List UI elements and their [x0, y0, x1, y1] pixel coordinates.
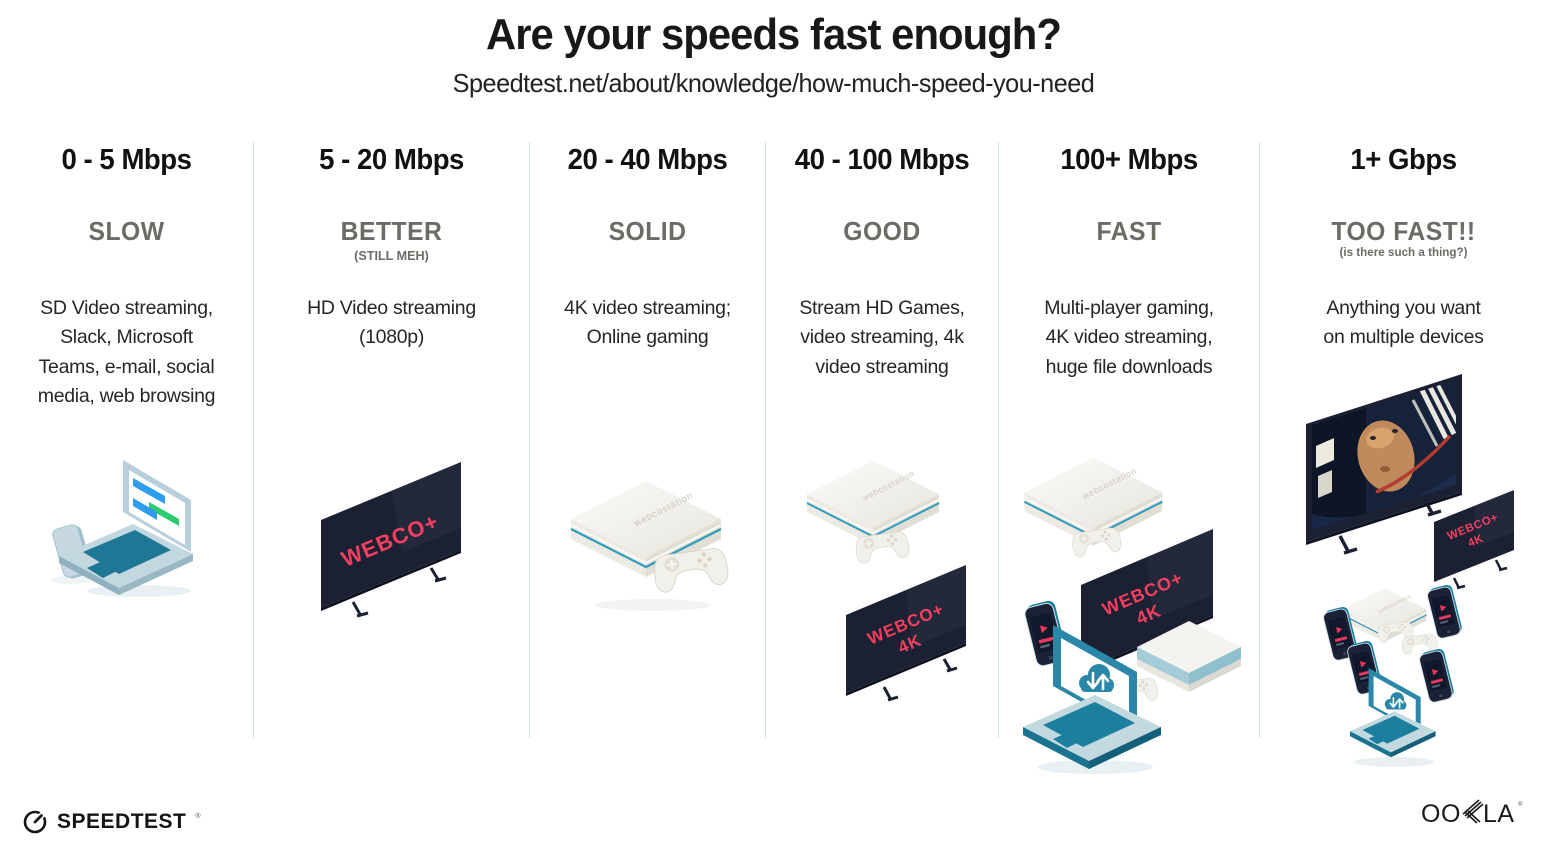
ookla-logo: OO LA ®	[1421, 798, 1525, 833]
speed-range: 5 - 20 Mbps	[319, 144, 464, 176]
ookla-wordmark-icon: OO LA ®	[1421, 799, 1523, 828]
speed-range: 100+ Mbps	[1060, 144, 1198, 176]
ookla-oo-letters: OO	[1421, 800, 1461, 828]
usage-description: Multi-player gaming, 4K video streaming,…	[1044, 297, 1214, 378]
ookla-k-hatch	[1462, 799, 1484, 824]
tv-icon: WEBCO+	[321, 462, 461, 618]
column-1plus-gbps: 1+ Gbps TOO FAST!! (is there such a thin…	[1259, 142, 1547, 767]
column-0-5-mbps: 0 - 5 Mbps SLOW SD Video streaming, Slac…	[0, 142, 253, 738]
console-tv-illustration: WEBCO+ 4K	[806, 459, 966, 702]
speed-range: 40 - 100 Mbps	[794, 144, 970, 176]
column-100plus-mbps: 100+ Mbps FAST Multi-player gaming, 4K v…	[998, 142, 1259, 774]
column-40-100-mbps: 40 - 100 Mbps GOOD Stream HD Games, vide…	[765, 142, 998, 738]
rating-label: GOOD	[843, 216, 921, 246]
rating-note: (STILL MEH)	[354, 248, 429, 263]
speed-range: 0 - 5 Mbps	[61, 144, 192, 176]
column-20-40-mbps: 20 - 40 Mbps SOLID 4K video streaming; O…	[529, 142, 765, 738]
usage-description: Stream HD Games, video streaming, 4k vid…	[799, 297, 965, 378]
tv-4k-icon: WEBCO+ 4K	[846, 565, 966, 702]
trademark-symbol: ®	[195, 812, 201, 820]
small-tv-4k-icon: WEBCO+ 4K	[1434, 490, 1514, 590]
tv-webco-illustration: WEBCO+	[321, 462, 461, 618]
rating-label: BETTER	[340, 216, 443, 246]
slim-console-icon	[1137, 621, 1241, 692]
usage-description: SD Video streaming, Slack, Microsoft Tea…	[37, 297, 216, 407]
usage-description: 4K video streaming; Online gaming	[564, 297, 731, 349]
laptop-chat-icon	[59, 460, 193, 595]
column-5-20-mbps: 5 - 20 Mbps BETTER (STILL MEH) HD Video …	[253, 142, 529, 738]
rating-note: (is there such a thing?)	[1339, 245, 1468, 259]
ookla-la-letters: LA	[1483, 800, 1515, 828]
speedtest-logo: SPEEDTEST ®	[22, 809, 201, 835]
console-controller-illustration	[569, 479, 731, 611]
usage-description: HD Video streaming (1080p)	[307, 297, 476, 349]
rating-label: SLOW	[88, 216, 165, 246]
rating-label: TOO FAST!!	[1331, 216, 1476, 246]
rating-label: FAST	[1096, 216, 1162, 246]
multi-device-illustration: WEBCO+ 4K	[1021, 456, 1241, 774]
page-subtitle-url: Speedtest.net/about/knowledge/how-much-s…	[452, 68, 1095, 98]
tv-resolution-label: 4K	[1466, 533, 1485, 550]
many-devices-illustration: WEBCO+ 4K	[1306, 374, 1514, 767]
speed-range: 20 - 40 Mbps	[567, 144, 728, 176]
usage-description: Anything you want on multiple devices	[1323, 297, 1484, 349]
speed-columns: 0 - 5 Mbps SLOW SD Video streaming, Slac…	[0, 142, 1547, 774]
speedtest-wordmark: SPEEDTEST	[57, 810, 187, 833]
trademark-symbol: ®	[1518, 801, 1523, 808]
rating-label: SOLID	[608, 216, 687, 246]
speed-range: 1+ Gbps	[1350, 144, 1457, 176]
header: Are your speeds fast enough? Speedtest.n…	[0, 10, 1547, 99]
laptop-and-phone-illustration	[51, 460, 193, 597]
speedtest-gauge-icon	[23, 810, 47, 834]
page-title: Are your speeds fast enough?	[486, 10, 1062, 59]
